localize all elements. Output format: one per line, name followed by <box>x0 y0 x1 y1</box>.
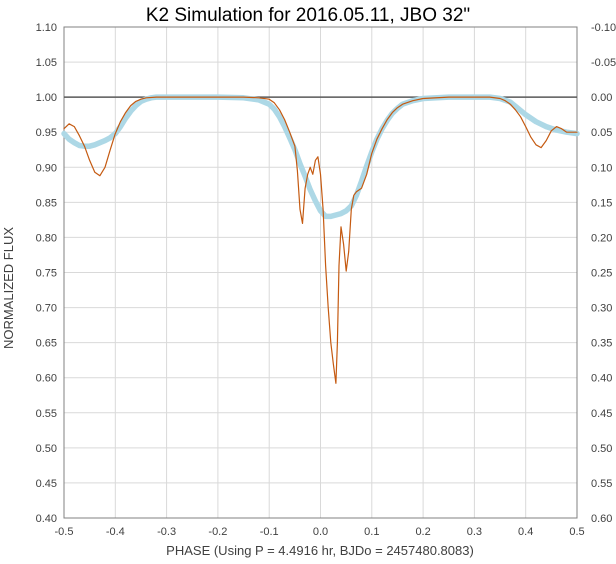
x-axis-title: PHASE (Using P = 4.4916 hr, BJDo = 24574… <box>166 543 474 558</box>
y-tick-label: 0.55 <box>36 408 57 420</box>
x-tick-label: 0.4 <box>518 526 533 538</box>
x-tick-label: -0.3 <box>157 526 176 538</box>
x-tick-label: -0.1 <box>260 526 279 538</box>
y-tick-label: 1.00 <box>36 92 57 104</box>
y-axis-title: NORMALIZED FLUX <box>1 227 16 349</box>
series-layer <box>61 94 580 384</box>
y-axis-tick-labels: 0.40 0.45 0.50 0.55 0.60 0.65 0.70 0.75 0.80 0.85… <box>36 22 57 525</box>
y2-tick-label: 0.50 <box>591 443 612 455</box>
y2-tick-label: 0.05 <box>591 127 612 139</box>
y-tick-label: 0.80 <box>36 232 57 244</box>
x-axis-tick-labels: -0.5 -0.4 -0.3 -0.2 -0.1 0.0 0.1 0.2 0.3 0.4 0.5 <box>55 526 585 538</box>
y2-tick-label: 0.25 <box>591 268 612 280</box>
y2-tick-label: 0.35 <box>591 338 612 350</box>
y-tick-label: 0.50 <box>36 443 57 455</box>
x-tick-label: 0.1 <box>364 526 379 538</box>
y2-tick-label: 0.30 <box>591 303 612 315</box>
y2-tick-label: 0.55 <box>591 478 612 490</box>
y-tick-label: 1.05 <box>36 57 57 69</box>
y-tick-label: 0.70 <box>36 303 57 315</box>
y2-tick-label: 0.00 <box>591 92 612 104</box>
x-tick-label: 0.3 <box>467 526 482 538</box>
y-tick-label: 0.60 <box>36 373 57 385</box>
y-tick-label: 0.85 <box>36 197 57 209</box>
y-tick-label: 0.65 <box>36 338 57 350</box>
y-tick-label: 1.10 <box>36 22 57 34</box>
x-tick-label: -0.4 <box>106 526 125 538</box>
x-tick-label: -0.2 <box>208 526 227 538</box>
y2-tick-label: 0.45 <box>591 408 612 420</box>
x-tick-label: 0.2 <box>415 526 430 538</box>
y2-tick-label: 0.15 <box>591 197 612 209</box>
y2-tick-label: 0.10 <box>591 162 612 174</box>
x-tick-label: 0.0 <box>313 526 328 538</box>
y-tick-label: 0.40 <box>36 513 57 525</box>
x-tick-label: 0.5 <box>569 526 584 538</box>
y2-tick-label: 0.60 <box>591 513 612 525</box>
y-tick-label: 0.45 <box>36 478 57 490</box>
x-tick-label: -0.5 <box>55 526 74 538</box>
y2-axis-tick-labels: -0.10 -0.05 0.00 0.05 0.10 0.15 0.20 0.25 0.30 0.… <box>591 22 616 525</box>
chart-title: K2 Simulation for 2016.05.11, JBO 32" <box>146 5 470 26</box>
y2-tick-label: -0.10 <box>591 22 616 34</box>
y-tick-label: 0.90 <box>36 162 57 174</box>
y2-tick-label: -0.05 <box>591 57 616 69</box>
series-line-detailed <box>63 96 578 384</box>
y2-tick-label: 0.40 <box>591 373 612 385</box>
y-tick-label: 0.75 <box>36 268 57 280</box>
plot-area-frame <box>63 26 578 519</box>
y2-tick-label: 0.20 <box>591 232 612 244</box>
y-tick-label: 0.95 <box>36 127 57 139</box>
